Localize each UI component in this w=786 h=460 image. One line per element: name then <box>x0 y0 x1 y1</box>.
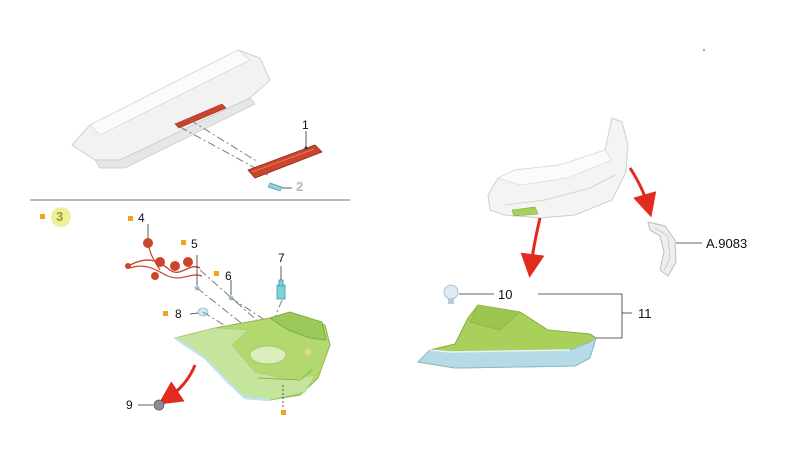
bulb-part-10 <box>443 284 459 304</box>
callout-4[interactable]: 4 <box>138 211 145 225</box>
brake-lamp-part-1 <box>247 144 323 179</box>
callout-8[interactable]: 8 <box>175 307 182 321</box>
note-marker <box>281 410 286 415</box>
callout-7[interactable]: 7 <box>278 251 285 265</box>
nut-part-9 <box>153 399 165 411</box>
reference-a9083[interactable]: A.9083 <box>706 236 748 251</box>
callout-5[interactable]: 5 <box>191 237 198 251</box>
note-marker <box>40 214 45 219</box>
tail-lamp-assembly <box>173 311 331 402</box>
connector-part-7 <box>276 279 286 300</box>
clip-part-2 <box>267 182 283 192</box>
note-marker <box>163 311 168 316</box>
reflector-lamp-part-11 <box>416 304 597 369</box>
callout-highlight <box>51 207 71 227</box>
callout-6[interactable]: 6 <box>225 269 232 283</box>
callout-2[interactable]: 2 <box>296 179 304 194</box>
callout-9[interactable]: 9 <box>126 398 133 412</box>
callout-3[interactable]: 3 <box>56 209 64 224</box>
bracket-a9083 <box>647 221 677 277</box>
callout-10[interactable]: 10 <box>498 287 513 302</box>
note-marker <box>181 240 186 245</box>
callout-1[interactable]: 1 <box>302 118 309 132</box>
note-marker <box>214 271 219 276</box>
rear-bumper <box>487 117 629 219</box>
rear-spoiler <box>71 49 271 169</box>
wiring-harness-part-4 <box>125 238 203 280</box>
callout-11[interactable]: 11 <box>638 306 652 321</box>
note-marker <box>128 216 133 221</box>
